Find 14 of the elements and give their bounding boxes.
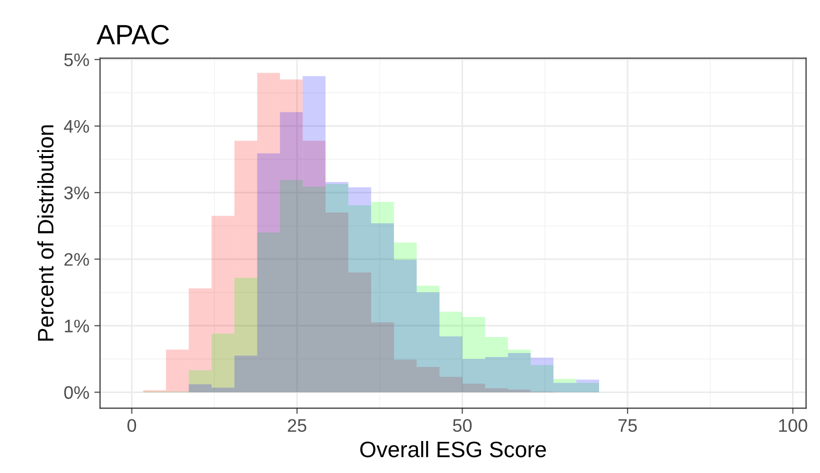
y-tick-label: 5%	[64, 54, 89, 66]
y-tick-label: 1%	[64, 320, 89, 332]
y-tick-label: 2%	[64, 253, 89, 266]
x-tick-label: 0	[127, 419, 136, 432]
x-tick-label: 75	[618, 419, 637, 432]
x-tick-label: 25	[288, 419, 306, 432]
y-tick-label: 4%	[64, 120, 89, 133]
y-axis-title: Percent of Distribution	[37, 125, 54, 341]
x-axis-title: Overall ESG Score	[360, 441, 546, 458]
chart-title: APAC	[96, 24, 170, 45]
y-tick-label: 0%	[64, 386, 89, 399]
x-tick-label: 50	[452, 419, 472, 432]
x-tick-label: 100	[779, 419, 808, 432]
y-tick-label: 3%	[64, 186, 89, 200]
